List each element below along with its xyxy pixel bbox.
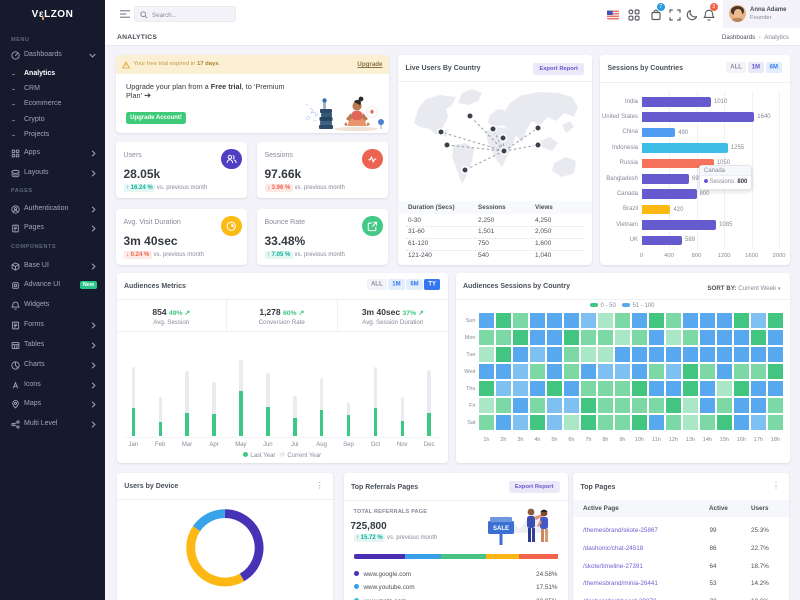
svg-text:SALE: SALE: [492, 526, 508, 532]
